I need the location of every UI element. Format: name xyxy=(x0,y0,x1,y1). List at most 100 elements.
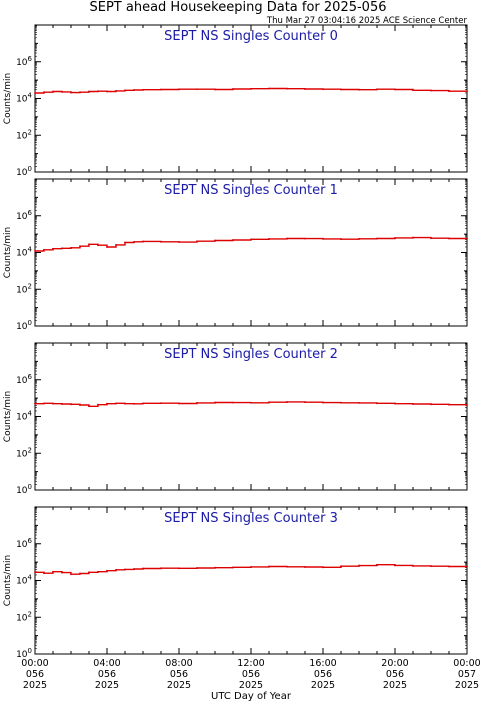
x-tick-label: 2025 xyxy=(239,680,263,691)
data-point xyxy=(79,245,81,248)
data-point xyxy=(304,88,306,90)
x-tick-label: 00:00 xyxy=(21,658,48,669)
data-point xyxy=(412,565,414,567)
data-point xyxy=(466,404,468,406)
y-tick-label: 106 xyxy=(16,209,32,222)
x-tick-label: 057 xyxy=(458,669,476,680)
data-point xyxy=(268,565,270,568)
data-point xyxy=(196,567,198,569)
data-point xyxy=(79,572,81,575)
y-tick-label: 100 xyxy=(16,165,32,178)
data-point xyxy=(448,90,450,93)
data-point xyxy=(448,237,450,240)
y-tick-label-base: 10 xyxy=(16,322,28,332)
y-tick-label: 102 xyxy=(16,128,32,141)
data-point xyxy=(394,88,396,91)
data-point xyxy=(124,568,126,571)
chart-main-title: SEPT ahead Housekeeping Data for 2025-05… xyxy=(90,0,387,15)
x-tick-label: 056 xyxy=(242,669,260,680)
panel-frame xyxy=(34,178,468,327)
data-point xyxy=(124,241,126,244)
y-tick-label-base: 10 xyxy=(16,285,28,295)
data-point xyxy=(43,402,45,405)
y-tick-label-exponent: 0 xyxy=(28,647,32,655)
data-point xyxy=(358,564,360,567)
y-tick-label-exponent: 6 xyxy=(28,55,33,63)
y-tick-label-exponent: 2 xyxy=(28,128,32,136)
data-point xyxy=(34,92,36,94)
data-point xyxy=(124,89,126,92)
data-point xyxy=(97,403,99,406)
data-point xyxy=(106,569,108,572)
x-tick-label: 2025 xyxy=(95,680,119,691)
data-point xyxy=(160,567,162,570)
y-tick-label: 106 xyxy=(16,537,32,550)
data-point xyxy=(115,568,117,571)
y-axis-label: Counts/min xyxy=(3,227,13,278)
data-point xyxy=(34,571,36,574)
y-tick-label-base: 10 xyxy=(16,376,28,386)
data-point xyxy=(286,237,288,240)
y-tick-label-exponent: 4 xyxy=(28,92,33,100)
data-point xyxy=(178,402,180,405)
data-point xyxy=(97,244,99,247)
data-point xyxy=(286,565,288,568)
data-point xyxy=(250,401,252,404)
y-tick-label-exponent: 0 xyxy=(28,319,32,327)
x-tick-label: 08:00 xyxy=(165,658,192,669)
y-tick-label-exponent: 6 xyxy=(28,373,33,381)
data-point xyxy=(448,403,450,406)
data-point xyxy=(304,401,306,404)
data-point xyxy=(79,404,81,406)
data-point xyxy=(232,566,234,569)
data-point xyxy=(394,564,396,567)
y-tick-label: 104 xyxy=(16,246,32,259)
y-axis-label: Counts/min xyxy=(3,555,13,606)
x-tick-label: 056 xyxy=(98,669,116,680)
data-point xyxy=(115,89,117,92)
y-tick-label-base: 10 xyxy=(16,413,28,423)
y-tick-label-base: 10 xyxy=(16,650,28,660)
data-point xyxy=(358,237,360,240)
data-point xyxy=(97,90,99,93)
data-point xyxy=(70,573,72,576)
data-point xyxy=(466,90,468,93)
data-point xyxy=(106,90,108,93)
data-point xyxy=(115,243,117,246)
data-point xyxy=(232,239,234,241)
x-tick-label: 056 xyxy=(386,669,404,680)
data-point xyxy=(268,237,270,240)
y-tick-label-exponent: 4 xyxy=(28,574,33,582)
data-point xyxy=(52,402,54,405)
y-tick-label-base: 10 xyxy=(16,95,28,105)
x-tick-label: 16:00 xyxy=(309,658,336,669)
x-tick-label: 2025 xyxy=(167,680,191,691)
x-tick-label: 20:00 xyxy=(381,658,408,669)
x-tick-label: 2025 xyxy=(455,680,479,691)
data-point xyxy=(88,90,90,93)
data-point xyxy=(52,570,54,573)
data-point xyxy=(268,87,270,90)
data-point xyxy=(70,246,72,249)
data-point xyxy=(43,572,45,575)
y-tick-label: 100 xyxy=(16,483,32,496)
data-point xyxy=(70,403,72,406)
y-tick-label: 106 xyxy=(16,55,32,68)
data-point xyxy=(214,88,216,91)
x-tick-label: 056 xyxy=(26,669,44,680)
data-point xyxy=(322,88,324,91)
x-tick-label: 056 xyxy=(170,669,188,680)
data-point xyxy=(196,401,198,404)
data-point xyxy=(52,90,54,93)
x-tick-label: 2025 xyxy=(383,680,407,691)
panel-frame xyxy=(34,24,468,173)
data-point xyxy=(430,565,432,568)
data-point xyxy=(178,88,180,91)
y-tick-label-base: 10 xyxy=(16,449,28,459)
data-point xyxy=(376,402,378,405)
data-point xyxy=(412,403,414,405)
y-axis-label: Counts/min xyxy=(3,73,13,124)
